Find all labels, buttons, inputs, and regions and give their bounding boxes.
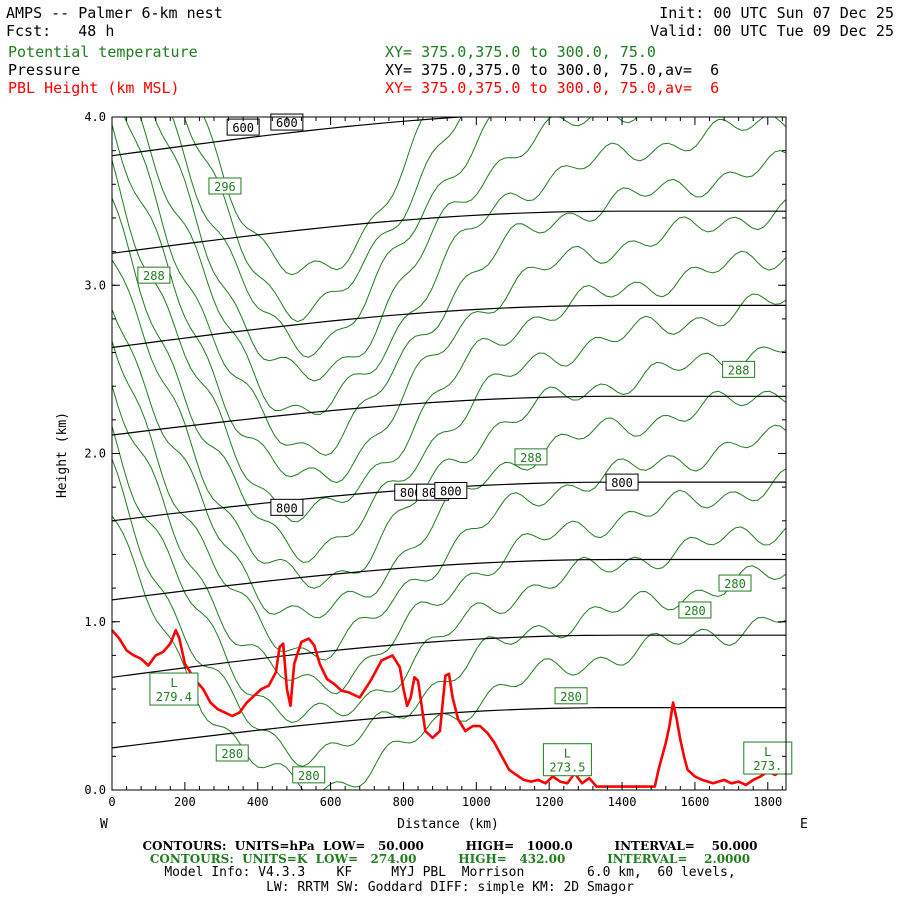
field-pbl-name: PBL Height (km MSL) <box>8 79 180 97</box>
theta-label: 288 <box>143 269 165 283</box>
x-tick-label: 0 <box>108 795 115 809</box>
theta-label: 280 <box>221 747 243 761</box>
footer-pressure-contours: CONTOURS: UNITS=hPa LOW= 50.000 HIGH= 10… <box>142 839 758 853</box>
theta-low-value: 279.4 <box>156 690 192 704</box>
y-tick-label: 0.0 <box>84 783 106 797</box>
theta-line <box>112 160 786 523</box>
theta-line <box>112 515 786 790</box>
theta-line <box>203 117 425 276</box>
axes: 0 200 400 600 800 1000 1200 1400 1600 1800 0.0 1.0 2… <box>84 110 786 809</box>
theta-label: 280 <box>684 604 706 618</box>
y-tick-label: 4.0 <box>84 110 106 124</box>
pressure-label: 800 <box>611 476 633 490</box>
theta-line <box>112 340 786 661</box>
pressure-line <box>112 558 786 601</box>
theta-line <box>112 259 786 589</box>
theta-line <box>112 385 786 695</box>
theta-low-label: L <box>764 745 771 759</box>
pressure-line <box>112 304 786 349</box>
pressure-label: 600 <box>232 121 254 135</box>
valid-time: Valid: 00 UTC Tue 09 Dec 25 <box>650 22 894 40</box>
footer-model-info: Model Info: V4.3.3 KF MYJ PBL Morrison 6… <box>164 865 736 880</box>
theta-label: 280 <box>560 690 582 704</box>
theta-line <box>123 117 786 456</box>
x-tick-label: 1200 <box>535 795 564 809</box>
theta-low-value: 273. <box>753 759 782 773</box>
theta-line <box>139 117 786 416</box>
theta-label: 288 <box>520 451 542 465</box>
theta-low-label: L <box>564 747 571 761</box>
pbl-height-line <box>111 628 787 788</box>
field-pressure-xy: XY= 375.0,375.0 to 300.0, 75.0,av= 6 <box>385 61 720 79</box>
pressure-line <box>112 210 786 254</box>
y-tick-label: 1.0 <box>84 615 106 629</box>
theta-label-box <box>292 766 326 784</box>
x-tick-label: 1400 <box>608 795 637 809</box>
pressure-line <box>112 634 786 678</box>
x-tick-label: 800 <box>393 795 415 809</box>
plot-frame <box>111 116 787 791</box>
pressure-label-box <box>605 473 639 491</box>
x-axis-label: Distance (km) <box>397 817 499 832</box>
theta-label: 280 <box>298 769 320 783</box>
y-tick-label: 2.0 <box>84 447 106 461</box>
pressure-line <box>112 707 786 749</box>
pressure-label: 600 <box>276 116 298 130</box>
theta-contours <box>112 117 786 790</box>
x-tick-label: 200 <box>174 795 196 809</box>
theta-line <box>183 117 462 323</box>
chart-title: AMPS -- Palmer 6-km nest <box>6 4 223 22</box>
pressure-label-box <box>270 113 304 131</box>
theta-low-box <box>542 743 592 777</box>
field-pressure-name: Pressure <box>8 61 81 79</box>
pbl-layer <box>111 628 787 788</box>
x-tick-label: 400 <box>247 795 269 809</box>
pressure-label-box <box>434 482 468 500</box>
theta-label-box <box>678 601 712 619</box>
theta-label-box <box>208 177 242 195</box>
theta-line <box>112 425 786 724</box>
theta-label-box <box>722 360 756 378</box>
init-time: Init: 00 UTC Sun 07 Dec 25 <box>659 4 894 22</box>
field-pbl-xy: XY= 375.0,375.0 to 300.0, 75.0,av= 6 <box>385 79 720 97</box>
theta-label-box <box>514 448 548 466</box>
y-axis-label: Height (km) <box>55 412 70 498</box>
theta-low-label: L <box>170 676 177 690</box>
pressure-line <box>112 117 471 157</box>
field-theta-xy: XY= 375.0,375.0 to 300.0, 75.0 <box>385 43 656 61</box>
theta-line <box>112 309 786 619</box>
theta-line <box>153 117 638 382</box>
theta-label-box <box>137 266 171 284</box>
footer-model-info-2: LW: RRTM SW: Goddard DIFF: simple KM: 2D… <box>266 880 634 895</box>
footer-theta-contours: CONTOURS: UNITS=K LOW= 274.00 HIGH= 432.… <box>149 852 751 866</box>
theta-label: 280 <box>724 577 746 591</box>
theta-label: 296 <box>214 180 236 194</box>
pressure-label-box <box>270 498 304 516</box>
theta-label-box <box>215 744 249 762</box>
west-label: W <box>100 817 108 832</box>
x-tick-label: 1000 <box>462 795 491 809</box>
y-tick-label: 3.0 <box>84 278 106 292</box>
x-tick-label: 600 <box>320 795 342 809</box>
theta-line <box>112 197 786 563</box>
theta-line <box>112 124 786 484</box>
theta-label: 288 <box>728 363 750 377</box>
theta-label-box <box>554 687 588 705</box>
theta-low-box <box>149 672 199 706</box>
theta-low-box <box>743 741 793 775</box>
pressure-label: 800 <box>276 501 298 515</box>
east-label: E <box>800 817 808 832</box>
field-theta-name: Potential temperature <box>8 43 198 61</box>
forecast-hour: Fcst: 48 h <box>6 22 115 40</box>
theta-low-value: 273.5 <box>549 761 585 775</box>
pressure-label: 800 <box>440 485 462 499</box>
pressure-contours <box>112 117 786 749</box>
x-tick-label: 1800 <box>753 795 782 809</box>
x-tick-label: 1600 <box>680 795 709 809</box>
theta-label-box <box>718 574 752 592</box>
pressure-line <box>112 395 786 436</box>
